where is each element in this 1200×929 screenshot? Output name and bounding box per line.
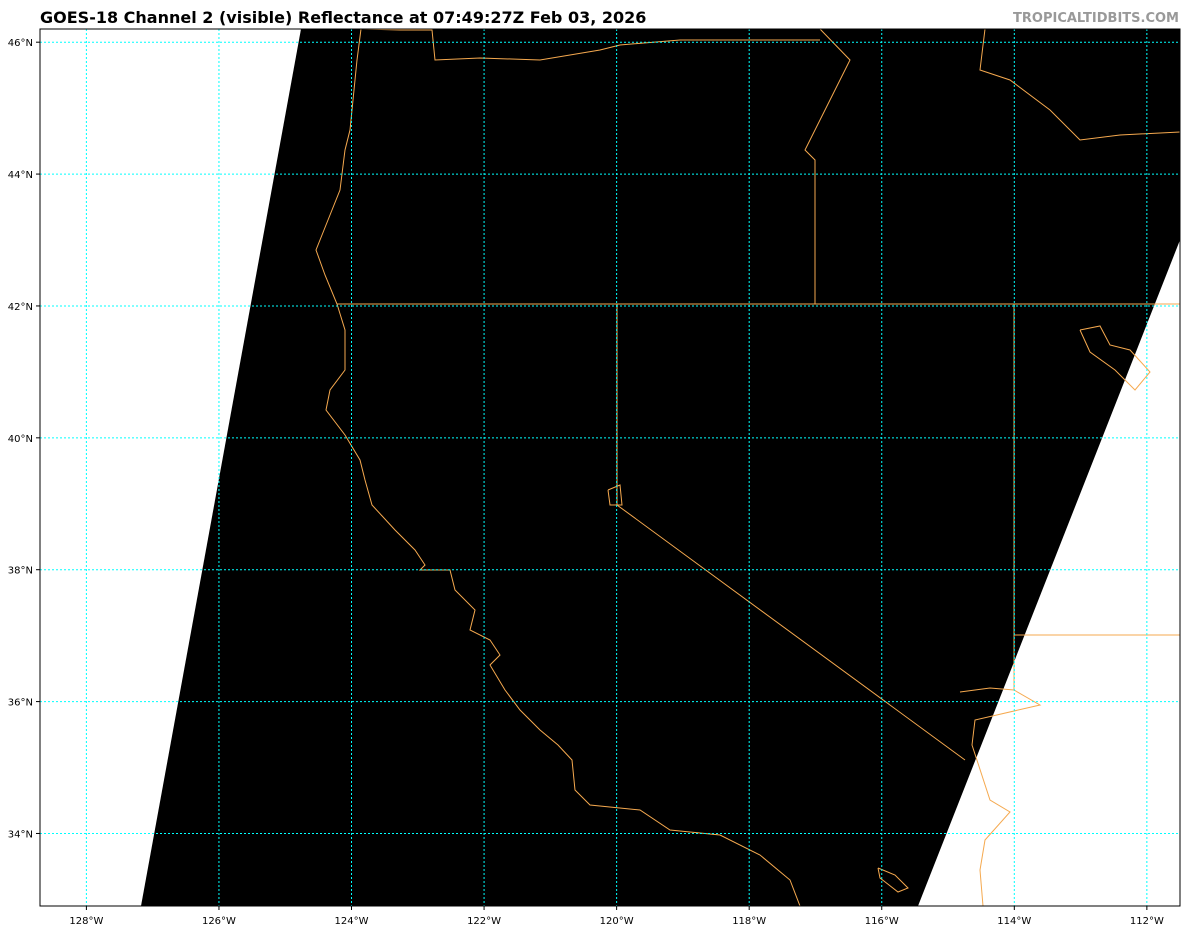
longitude-label: 112°W (1130, 916, 1164, 927)
longitude-label: 124°W (335, 916, 369, 927)
satellite-imagery-swath (141, 29, 1180, 906)
latitude-label: 44°N (8, 170, 33, 181)
latitude-label: 36°N (8, 698, 33, 709)
longitude-label: 118°W (732, 916, 766, 927)
latitude-label: 38°N (8, 566, 33, 577)
latitude-label: 34°N (8, 829, 33, 840)
lake-tahoe (607, 484, 623, 506)
latitude-label: 42°N (8, 302, 33, 313)
map-frame (39, 28, 1181, 907)
axis-labels: 46°N 44°N 42°N 40°N 38°N 36°N 34°N 128°W 126°W 12… (8, 38, 1164, 927)
idaho-montana-border (979, 29, 1180, 141)
longitude-label: 114°W (997, 916, 1031, 927)
longitude-label: 116°W (865, 916, 899, 927)
longitude-label: 128°W (69, 916, 103, 927)
great-salt-lake (1079, 325, 1151, 391)
map-title: GOES-18 Channel 2 (visible) Reflectance … (40, 8, 647, 27)
credit-watermark: TROPICALTIDBITS.COM (1013, 11, 1179, 26)
longitude-label: 120°W (600, 916, 634, 927)
colorado-river (959, 687, 1042, 906)
latitude-label: 40°N (8, 434, 33, 445)
salton-sea (877, 867, 909, 893)
latitude-label: 46°N (8, 38, 33, 49)
longitude-label: 122°W (467, 916, 501, 927)
longitude-label: 126°W (202, 916, 236, 927)
graticule (40, 29, 1180, 906)
oregon-idaho-border (804, 29, 851, 304)
